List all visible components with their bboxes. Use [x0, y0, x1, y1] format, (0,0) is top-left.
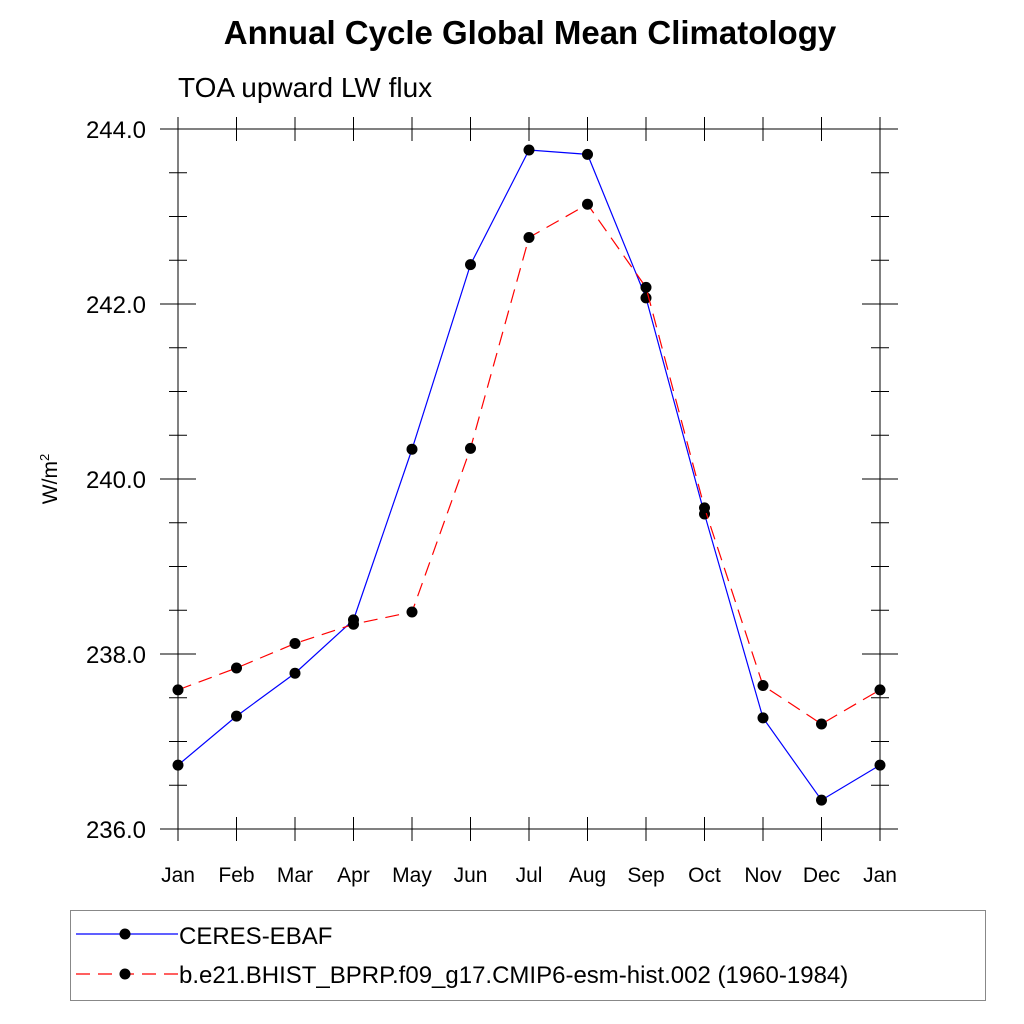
series-1-point: [465, 442, 476, 454]
series-0-point: [406, 443, 418, 455]
x-tick-label: Jan: [863, 864, 897, 887]
series-1-point: [289, 638, 301, 649]
legend: CERES-EBAF b.e21.BHIST_BPRP.f09_g17.CMIP…: [70, 910, 986, 1001]
chart-subtitle: TOA upward LW flux: [178, 72, 433, 103]
legend-label-ceres: CERES-EBAF: [179, 923, 333, 950]
y-tick-label: 242.0: [86, 292, 146, 319]
x-tick-label: Jul: [516, 864, 543, 887]
series-line-1: [177, 203, 881, 725]
y-tick-label: 236.0: [86, 817, 146, 844]
x-tick-label: Jun: [454, 864, 488, 887]
series-0-point: [582, 148, 593, 160]
legend-swatches: [76, 928, 178, 980]
series-0-point: [816, 794, 827, 806]
series-0-point: [640, 292, 652, 304]
series-1-point: [523, 232, 535, 243]
series-1-point: [757, 680, 769, 691]
y-tick-label: 238.0: [86, 642, 146, 669]
plot-frame: [177, 128, 881, 830]
series-line-0: [177, 149, 881, 801]
x-tick-label: Mar: [277, 864, 313, 887]
series-1-point: [699, 502, 710, 514]
x-tick-label: Apr: [337, 864, 370, 887]
y-axis-label: W/m2: [37, 454, 62, 504]
series-1-point: [640, 281, 652, 293]
series-0-point: [289, 667, 301, 679]
tick-marks: [160, 117, 898, 841]
chart-title: Annual Cycle Global Mean Climatology: [223, 14, 837, 51]
series-0-point: [757, 712, 769, 724]
x-tick-label: May: [392, 864, 432, 887]
series-1-point: [231, 662, 242, 674]
tick-labels: Jan Feb Mar Apr May Jun Jul Aug Sep Oct Nov Dec Jan 2…: [86, 117, 897, 887]
legend-marker-1: [119, 968, 131, 980]
series-0-point: [231, 710, 242, 722]
x-tick-label: Aug: [569, 864, 606, 887]
series-0-point: [465, 259, 476, 271]
x-tick-label: Nov: [744, 864, 782, 887]
legend-marker-0: [119, 928, 131, 940]
series-1-point: [582, 198, 593, 210]
x-tick-label: Oct: [688, 864, 721, 887]
y-tick-label: 244.0: [86, 117, 146, 144]
x-tick-label: Feb: [218, 864, 254, 887]
series-layer: [172, 144, 886, 806]
legend-label-model: b.e21.BHIST_BPRP.f09_g17.CMIP6-esm-hist.…: [179, 962, 849, 989]
x-tick-label: Dec: [803, 864, 840, 887]
series-1-point: [406, 606, 418, 618]
x-tick-label: Jan: [161, 864, 195, 887]
series-1-point: [348, 618, 359, 630]
series-1-point: [816, 718, 827, 730]
y-tick-label: 240.0: [86, 467, 146, 494]
series-0-point: [523, 144, 535, 156]
x-tick-label: Sep: [627, 864, 664, 887]
